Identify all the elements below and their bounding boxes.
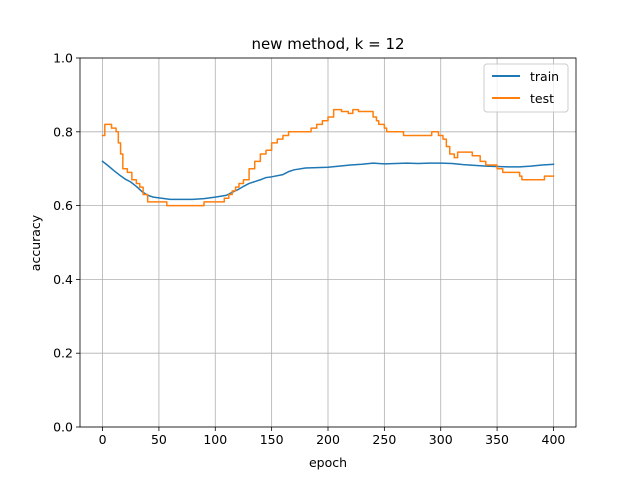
legend-label-test: test — [530, 91, 554, 106]
x-tick-label: 50 — [151, 432, 167, 447]
series-layer — [101, 108, 555, 207]
x-axis-label: epoch — [309, 455, 347, 470]
y-axis-label: accuracy — [28, 214, 43, 271]
ticks: 0 50 100 150 200 250 300 350 400 0.0 0.2 0.4 0.6 0.8 1… — [53, 51, 565, 448]
y-tick-label: 0.4 — [53, 272, 73, 287]
x-tick-label: 200 — [316, 432, 340, 447]
x-tick-label: 150 — [260, 432, 284, 447]
y-tick-label: 1.0 — [53, 51, 73, 66]
x-tick-label: 0 — [99, 432, 107, 447]
x-tick-label: 300 — [429, 432, 453, 447]
y-tick-label: 0.8 — [53, 124, 73, 139]
x-tick-label: 400 — [542, 432, 566, 447]
y-tick-label: 0.2 — [53, 346, 73, 361]
y-tick-label: 0.0 — [53, 420, 73, 435]
y-tick-label: 0.6 — [53, 198, 73, 213]
x-tick-label: 350 — [485, 432, 509, 447]
series-line-train — [101, 160, 555, 201]
x-tick-label: 100 — [203, 432, 227, 447]
chart-title: new method, k = 12 — [251, 35, 404, 53]
x-tick-label: 250 — [372, 432, 396, 447]
series-line-test — [101, 108, 555, 207]
legend-label-train: train — [530, 69, 559, 84]
legend: train test — [483, 63, 569, 113]
